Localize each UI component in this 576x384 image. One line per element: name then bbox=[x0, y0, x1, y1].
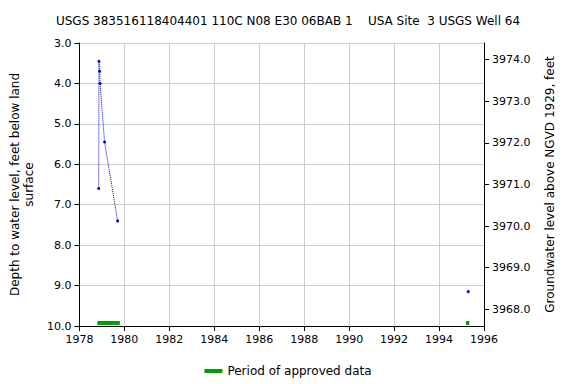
svg-text:3969.0: 3969.0 bbox=[492, 261, 531, 274]
svg-text:4.0: 4.0 bbox=[54, 77, 72, 90]
svg-text:1988: 1988 bbox=[290, 333, 318, 346]
svg-text:5.0: 5.0 bbox=[54, 117, 72, 130]
svg-text:8.0: 8.0 bbox=[54, 239, 72, 252]
svg-text:Depth to water level, feet bel: Depth to water level, feet below land bbox=[8, 73, 22, 296]
svg-text:1986: 1986 bbox=[245, 333, 273, 346]
svg-text:1984: 1984 bbox=[200, 333, 228, 346]
svg-text:1982: 1982 bbox=[155, 333, 183, 346]
svg-text:3974.0: 3974.0 bbox=[492, 53, 531, 66]
svg-text:1980: 1980 bbox=[110, 333, 138, 346]
svg-text:USGS 383516118404401 110C N08: USGS 383516118404401 110C N08 E30 06BAB … bbox=[56, 14, 520, 28]
svg-text:10.0: 10.0 bbox=[47, 320, 72, 333]
svg-text:3971.0: 3971.0 bbox=[492, 178, 531, 191]
svg-text:3972.0: 3972.0 bbox=[492, 136, 531, 149]
svg-text:3973.0: 3973.0 bbox=[492, 95, 531, 108]
svg-text:surface: surface bbox=[22, 162, 36, 206]
svg-text:1996: 1996 bbox=[470, 333, 498, 346]
svg-text:7.0: 7.0 bbox=[54, 198, 72, 211]
svg-text:1992: 1992 bbox=[380, 333, 408, 346]
svg-text:1978: 1978 bbox=[65, 333, 93, 346]
svg-text:6.0: 6.0 bbox=[54, 158, 72, 171]
svg-text:9.0: 9.0 bbox=[54, 279, 72, 292]
svg-text:1994: 1994 bbox=[425, 333, 453, 346]
svg-text:Period of approved data: Period of approved data bbox=[227, 364, 371, 378]
svg-text:3970.0: 3970.0 bbox=[492, 220, 531, 233]
svg-text:3968.0: 3968.0 bbox=[492, 303, 531, 316]
svg-text:3.0: 3.0 bbox=[54, 37, 72, 50]
svg-text:1990: 1990 bbox=[335, 333, 363, 346]
svg-text:Groundwater level above NGVD 1: Groundwater level above NGVD 1929, feet bbox=[543, 56, 557, 313]
